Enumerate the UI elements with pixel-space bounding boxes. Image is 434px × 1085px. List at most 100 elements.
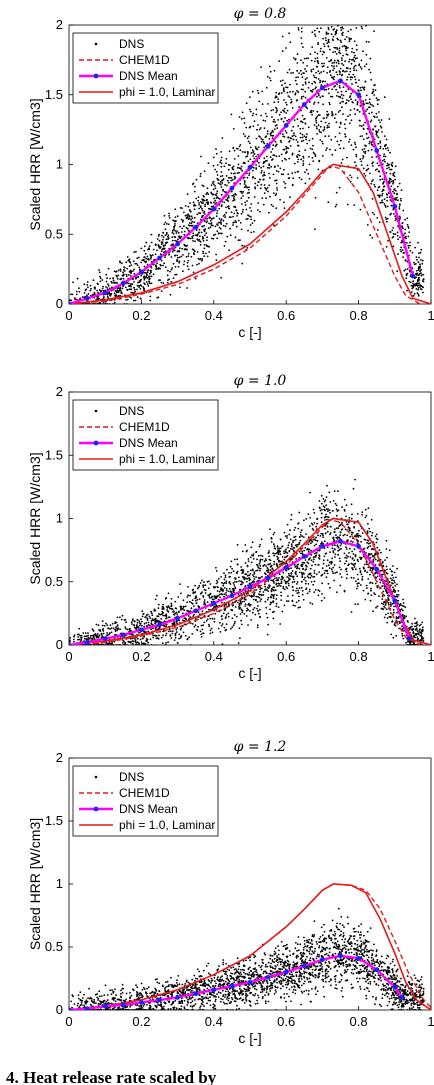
dns-point	[110, 627, 113, 630]
dns-point	[109, 628, 111, 630]
dns-point	[405, 235, 407, 238]
dns-point	[359, 86, 362, 89]
dns-point	[215, 197, 218, 199]
dns-point	[417, 274, 420, 277]
dns-point	[334, 51, 337, 53]
dns-point	[159, 253, 162, 256]
dns-point	[286, 86, 289, 89]
dns-point	[241, 111, 244, 114]
dns-point	[345, 515, 347, 518]
dns-point	[236, 172, 239, 175]
dns-point	[199, 175, 202, 178]
dns-point	[296, 62, 299, 64]
dns-point	[296, 156, 299, 159]
dns-point	[288, 32, 290, 35]
dns-point	[279, 585, 282, 587]
dns-point	[223, 587, 226, 589]
dns-point	[297, 522, 299, 525]
dns-point	[304, 582, 307, 585]
dns-point	[292, 589, 295, 592]
dns-point	[272, 533, 275, 536]
dns-point	[301, 589, 304, 592]
legend-label: phi = 1.0, Laminar	[119, 85, 215, 99]
dns-point	[376, 131, 379, 133]
dns-point	[367, 149, 370, 152]
dns-point	[259, 210, 261, 213]
dns-point	[215, 579, 218, 582]
dns-point	[199, 257, 202, 260]
dns-point	[291, 135, 294, 138]
dns-point	[333, 539, 336, 542]
dns-point	[251, 611, 254, 614]
dns-point	[190, 601, 193, 604]
dns-mean-marker	[320, 85, 325, 91]
dns-point	[109, 294, 111, 297]
dns-point	[259, 590, 261, 593]
dns-point	[313, 522, 316, 524]
dns-point	[187, 205, 190, 208]
dns-point	[247, 558, 250, 560]
dns-point	[210, 222, 213, 224]
dns-point	[249, 158, 252, 161]
dns-point	[331, 62, 334, 64]
dns-point	[394, 178, 396, 181]
dns-point	[240, 602, 243, 605]
dns-point	[379, 201, 382, 204]
plot-title: φ = 0.8	[234, 6, 287, 22]
dns-point	[335, 61, 338, 64]
dns-point	[393, 188, 396, 191]
dns-point	[302, 88, 304, 91]
dns-point	[107, 642, 110, 645]
dns-point	[410, 291, 413, 293]
dns-point	[373, 183, 376, 186]
dns-point	[199, 630, 202, 633]
dns-point	[312, 576, 314, 578]
dns-point	[130, 629, 132, 632]
dns-point	[297, 599, 300, 602]
dns-point	[184, 214, 187, 217]
dns-point	[248, 582, 251, 585]
dns-point	[341, 158, 344, 161]
dns-point	[223, 595, 225, 598]
dns-point	[143, 287, 145, 290]
dns-point	[114, 294, 116, 297]
dns-point	[277, 170, 280, 173]
dns-point	[362, 155, 365, 158]
dns-point	[285, 150, 288, 153]
dns-point	[207, 245, 209, 248]
dns-point	[171, 236, 174, 239]
dns-point	[292, 90, 294, 93]
dns-point	[191, 183, 194, 186]
dns-point	[81, 296, 84, 298]
dns-point	[348, 516, 351, 519]
dns-point	[265, 606, 268, 609]
dns-point	[387, 612, 390, 615]
dns-point	[296, 118, 299, 120]
dns-point	[330, 560, 333, 563]
dns-point	[298, 587, 301, 590]
dns-point	[201, 258, 204, 260]
dns-point	[296, 592, 299, 594]
dns-point	[202, 584, 205, 587]
dns-point	[327, 88, 330, 90]
dns-point	[362, 124, 365, 126]
dns-point	[212, 180, 215, 183]
dns-point	[227, 612, 230, 615]
dns-point	[360, 164, 363, 167]
dns-point	[131, 291, 134, 294]
dns-point	[150, 256, 152, 259]
dns-point	[187, 615, 190, 617]
dns-point	[223, 572, 225, 575]
dns-point	[267, 571, 269, 574]
dns-point	[121, 642, 124, 644]
dns-point	[116, 616, 119, 619]
dns-point	[242, 195, 244, 197]
dns-point	[137, 275, 140, 278]
dns-point	[257, 566, 259, 568]
dns-point	[317, 78, 320, 80]
dns-point	[379, 121, 382, 124]
dns-point	[248, 574, 251, 577]
dns-point	[186, 193, 189, 196]
dns-point	[325, 39, 327, 42]
dns-point	[386, 599, 388, 601]
